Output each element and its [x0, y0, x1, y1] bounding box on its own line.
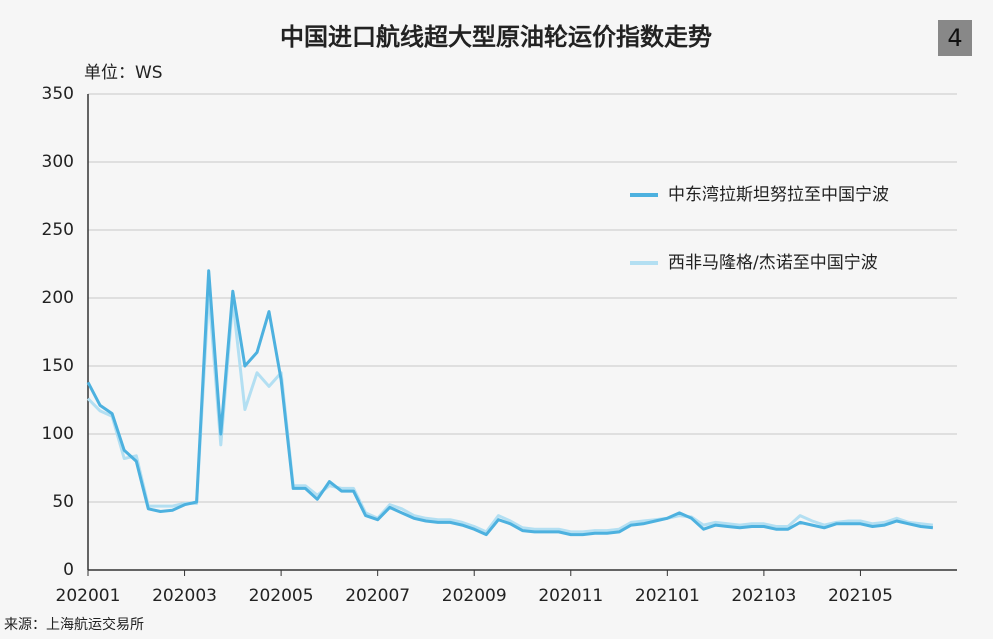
y-tick-label: 0 [63, 560, 74, 580]
x-tick-label: 202103 [731, 586, 796, 606]
x-tick-label: 202009 [442, 586, 507, 606]
source: 来源：上海航运交易所 [4, 616, 144, 633]
x-tick-label: 202007 [345, 586, 410, 606]
x-tick-label: 202005 [249, 586, 314, 606]
x-tick-label: 202011 [538, 586, 603, 606]
legend-label: 中东湾拉斯坦努拉至中国宁波 [668, 185, 889, 205]
y-tick-label: 250 [42, 220, 74, 240]
x-tick-label: 202003 [152, 586, 217, 606]
y-tick-label: 300 [42, 152, 74, 172]
y-tick-label: 200 [42, 288, 74, 308]
y-tick-label: 100 [42, 424, 74, 444]
series-line [86, 289, 934, 534]
badge-box [938, 20, 972, 56]
y-tick-label: 50 [52, 492, 74, 512]
unit-label: 单位：WS [84, 63, 163, 83]
series-line [86, 269, 934, 537]
x-tick-label: 202105 [828, 586, 893, 606]
y-tick-label: 150 [42, 356, 74, 376]
chart-title: 中国进口航线超大型原油轮运价指数走势 [280, 23, 712, 51]
legend-label: 西非马隆格/杰诺至中国宁波 [668, 253, 878, 273]
x-tick-label: 202001 [56, 586, 121, 606]
x-tick-label: 202101 [635, 586, 700, 606]
badge: 4 [947, 24, 962, 52]
y-tick-label: 350 [42, 84, 74, 104]
